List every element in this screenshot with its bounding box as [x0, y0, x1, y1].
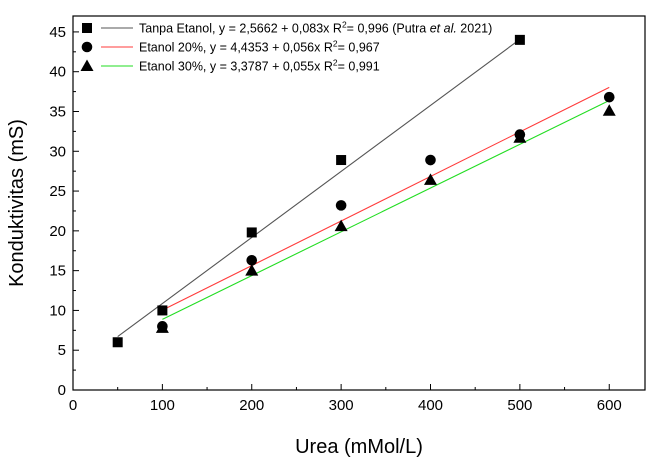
y-axis: 0 5 10 15 20 25 30 35 40 45 — [49, 24, 79, 399]
data-point-circle — [246, 254, 258, 266]
data-point-triangle — [245, 264, 259, 276]
legend-label: Etanol 20%, y = 4,4353 + 0,056x R2= 0,96… — [139, 39, 380, 55]
y-axis-title: Konduktivitas (mS) — [6, 119, 28, 287]
y-tick-label: 10 — [49, 302, 66, 319]
data-markers — [112, 34, 616, 348]
data-point-triangle — [513, 131, 527, 143]
legend-marker-triangle — [80, 59, 94, 71]
y-tick-label: 20 — [49, 223, 66, 240]
y-tick-label: 5 — [58, 342, 66, 359]
data-point-circle — [425, 154, 436, 166]
y-tick-label: 25 — [49, 183, 66, 200]
data-point-square — [112, 337, 123, 348]
data-point-triangle — [155, 321, 169, 333]
y-tick-label: 40 — [49, 64, 66, 81]
fit-lines — [117, 38, 610, 337]
plot-frame — [72, 15, 646, 391]
fit-line — [162, 100, 610, 320]
y-tick-label: 0 — [58, 382, 66, 399]
x-tick-label: 0 — [69, 397, 77, 414]
x-tick-label: 300 — [329, 397, 354, 414]
data-point-triangle — [334, 219, 348, 232]
data-point-triangle — [602, 104, 616, 116]
y-tick-label: 45 — [49, 24, 66, 41]
x-axis-title: Urea (mMol/L) — [295, 436, 423, 458]
data-point-square — [157, 305, 168, 316]
x-tick-label: 100 — [150, 397, 175, 414]
data-point-triangle — [424, 173, 437, 185]
y-tick-label: 30 — [49, 143, 66, 160]
data-point-square — [336, 155, 347, 166]
legend-label: Etanol 30%, y = 3,3787 + 0,055x R2= 0,99… — [139, 58, 380, 74]
data-point-square — [246, 227, 257, 238]
x-tick-label: 200 — [239, 397, 264, 414]
legend-marker-circle — [81, 41, 93, 53]
legend-label: Tanpa Etanol, y = 2,5662 + 0,083x R2= 0,… — [139, 20, 492, 36]
x-tick-label: 500 — [507, 397, 532, 414]
fit-line — [117, 38, 521, 337]
x-axis: 0 100 200 300 400 500 600 — [69, 384, 622, 414]
data-point-circle — [603, 91, 615, 103]
legend-marker-square — [82, 23, 92, 33]
fit-line — [162, 86, 610, 311]
y-tick-label: 15 — [49, 263, 66, 280]
x-tick-label: 600 — [597, 397, 622, 414]
y-tick-label: 35 — [49, 103, 66, 120]
x-tick-label: 400 — [418, 397, 443, 414]
data-point-square — [514, 34, 525, 45]
legend: Tanpa Etanol, y = 2,5662 + 0,083x R2= 0,… — [80, 20, 492, 74]
data-point-circle — [335, 200, 347, 211]
